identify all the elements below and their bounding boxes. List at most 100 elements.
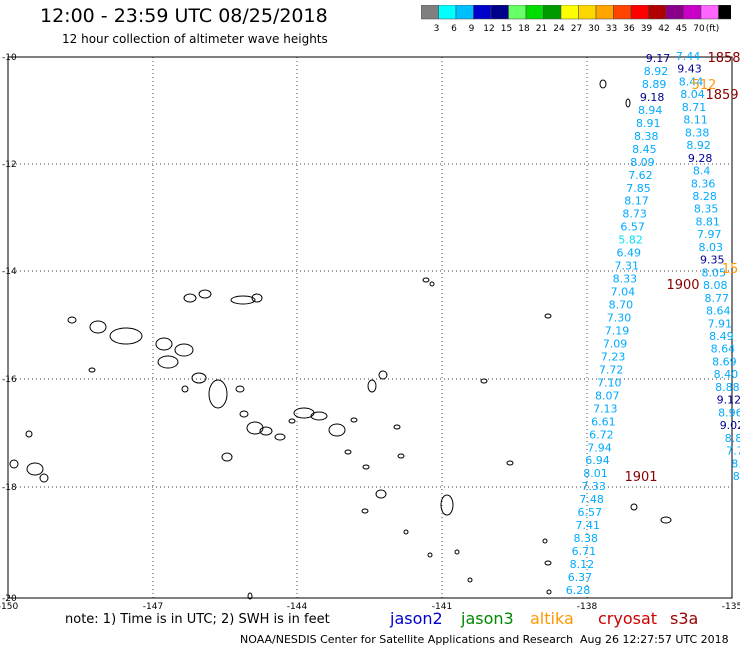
island-outline: [454, 549, 460, 555]
swh-value: 7.91: [708, 317, 733, 330]
swh-value: 8.64: [706, 305, 731, 318]
swh-value: 8.77: [705, 292, 730, 305]
island-outline: [440, 494, 454, 516]
swh-value: 8.38: [685, 126, 710, 139]
swh-value: 7.85: [626, 182, 651, 195]
map-subtitle: 12 hour collection of altimeter wave hei…: [62, 32, 328, 46]
legend-label: 15: [501, 24, 512, 34]
swh-value: 8.03: [698, 241, 723, 254]
x-tick-label: -141: [432, 602, 452, 612]
swh-value: 8.96: [718, 406, 740, 419]
satellite-label-s3a: s3a: [670, 609, 699, 628]
swh-value: 9.12: [717, 394, 740, 407]
swh-value: 9.35: [700, 254, 725, 267]
satellite-label-altika: altika: [530, 609, 574, 628]
island-outline: [427, 552, 433, 558]
swh-value: 8.36: [691, 177, 716, 190]
swh-value: 8.08: [703, 279, 728, 292]
island-outline: [378, 370, 388, 380]
legend-label: 45: [676, 24, 687, 34]
color-legend: 3 6 9 12 15 18 21 24 27 30 33 36 39 42 45 70 (ft): [421, 5, 731, 34]
track-time-label: 512: [692, 78, 717, 93]
track-time-label: 15: [722, 262, 739, 277]
swh-value: 8.4: [693, 165, 711, 178]
swh-value: 8.12: [570, 558, 595, 571]
island-outline: [375, 489, 387, 499]
legend-label: (ft): [706, 24, 720, 34]
swh-value: 8.71: [682, 101, 707, 114]
swh-value: 6.94: [585, 454, 610, 467]
island-outline: [247, 592, 253, 600]
swh-value: 7.94: [587, 441, 612, 454]
x-tick-label: -135: [722, 602, 740, 612]
x-tick-label: -150: [0, 602, 18, 612]
swh-value: 7.13: [593, 402, 618, 415]
legend-label: 12: [483, 24, 494, 34]
swh-value: 8.05: [702, 266, 727, 279]
swh-value: 8.94: [638, 104, 663, 117]
swh-value: 9.18: [640, 91, 665, 104]
swh-value: 8.: [731, 457, 740, 470]
swh-value: 8.28: [692, 190, 717, 203]
legend-label: 42: [658, 24, 669, 34]
swh-value: 8.01: [583, 467, 608, 480]
island-outline: [393, 424, 401, 430]
swh-value: 8.38: [574, 532, 599, 545]
island-outline: [361, 508, 369, 514]
swh-value: 7.33: [581, 480, 606, 493]
footer-credit: NOAA/NESDIS Center for Satellite Applica…: [240, 633, 574, 646]
swh-value: 8.92: [644, 65, 669, 78]
x-tick-label: -147: [143, 602, 163, 612]
island-outline: [506, 460, 514, 466]
island-outline: [480, 378, 488, 384]
swh-value: 9.28: [688, 152, 713, 165]
swh-value: 8.89: [642, 78, 667, 91]
track-time-label: 1858: [707, 51, 740, 66]
swh-value: 7.31: [615, 260, 640, 273]
swh-value: 6.28: [566, 584, 591, 597]
legend-label: 9: [469, 24, 475, 34]
swh-value: 8.69: [712, 355, 737, 368]
swh-value: 7.19: [605, 324, 630, 337]
swh-value: 8.38: [634, 130, 659, 143]
swh-value: 6.57: [620, 221, 645, 234]
swh-value: 5.82: [618, 234, 643, 247]
island-outline: [467, 577, 473, 583]
island-outline: [67, 316, 77, 324]
legend-label: 36: [623, 24, 635, 34]
swh-value: 9.17: [646, 52, 671, 65]
swh-value: 6.71: [572, 545, 597, 558]
island-outline: [397, 453, 405, 459]
swh-value: 8.17: [624, 195, 649, 208]
legend-swatch: [718, 5, 731, 20]
island-outline: [230, 295, 256, 305]
swh-value: 7.10: [597, 376, 622, 389]
legend-label: 70: [693, 24, 705, 34]
swh-value: 8.81: [695, 215, 720, 228]
island-outline: [429, 281, 435, 287]
island-outline: [542, 538, 548, 544]
island-outline: [403, 529, 409, 535]
swh-value: 8.04: [680, 88, 705, 101]
island-outline: [208, 379, 228, 409]
swh-value: 7.48: [579, 493, 604, 506]
island-outline: [221, 452, 233, 462]
footer-timestamp: Aug 26 12:27:57 UTC 2018: [580, 633, 729, 646]
island-outline: [544, 560, 552, 566]
island-outline: [174, 343, 194, 357]
legend-label: 33: [606, 24, 617, 34]
island-outline: [288, 418, 296, 424]
island-outline: [362, 464, 370, 470]
swh-value: 8.09: [630, 156, 655, 169]
swh-value: 7.23: [601, 350, 626, 363]
island-outline: [25, 430, 33, 438]
track-time-label: 1859: [705, 88, 738, 103]
island-outline: [310, 411, 328, 421]
swh-value: 8.33: [613, 273, 638, 286]
map-frame: [7, 56, 733, 599]
island-outline: [235, 385, 245, 393]
island-outline: [344, 449, 352, 455]
swh-value: 7.41: [576, 519, 601, 532]
legend-label: 18: [518, 24, 530, 34]
